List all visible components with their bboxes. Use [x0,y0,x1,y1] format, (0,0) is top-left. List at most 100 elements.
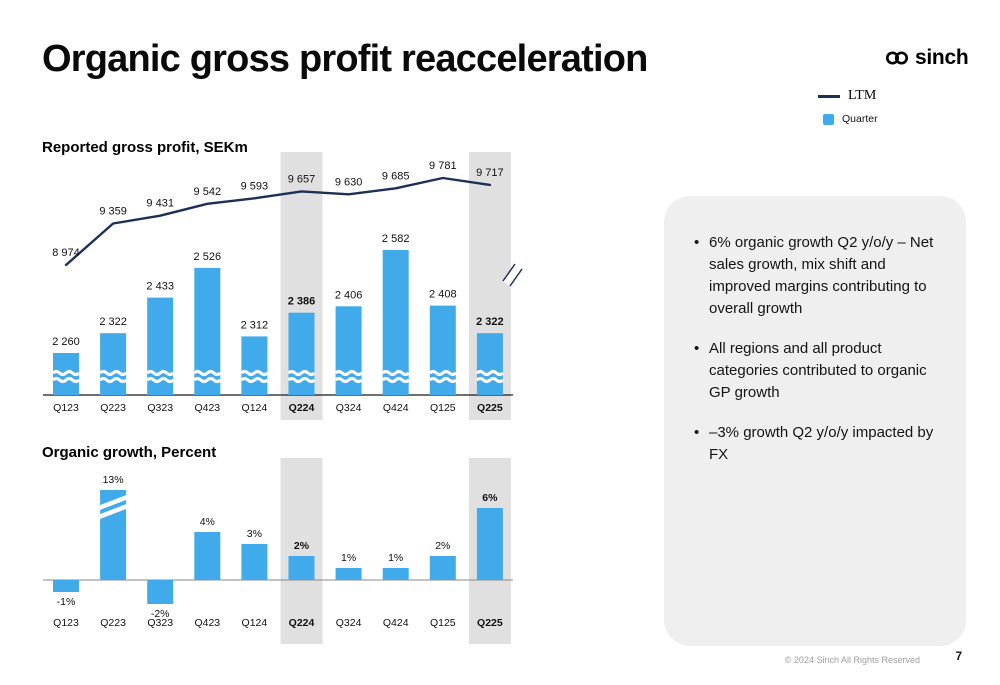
bar-break-slash [95,502,131,521]
gp-value-label-Q424: 2 582 [382,233,410,245]
bar-axis-break [193,377,222,383]
bar-break-slash [95,493,131,512]
growth-category-Q324: Q324 [336,617,362,629]
growth-bar-Q423 [194,532,221,580]
gp-value-label-Q225: 2 322 [476,316,504,328]
bar-axis-break [428,370,457,376]
gp-value-label-Q324: 2 406 [335,289,363,301]
axis-break-mark [502,263,523,287]
growth-value-label-Q225: 6% [482,492,498,504]
gp-value-label-Q124: 2 312 [241,319,269,331]
ltm-value-label-Q225: 9 717 [476,167,504,179]
growth-bar-Q124 [241,544,268,580]
ltm-value-label-Q223: 9 359 [99,206,127,218]
ltm-value-label-Q323: 9 431 [146,198,174,210]
bar-axis-break [287,377,316,383]
bar-axis-break [475,370,504,376]
gross-profit-chart-title: Reported gross profit, SEKm [42,139,248,156]
bar-axis-break [334,377,363,383]
ltm-value-label-Q324: 9 630 [335,176,363,188]
ltm-value-label-Q124: 9 593 [241,180,269,192]
bar-axis-break [146,370,175,376]
page-number: 7 [955,651,962,663]
highlights-card: 6% organic growth Q2 y/o/y – Net sales g… [664,196,966,646]
growth-value-label-Q323: -2% [151,608,170,620]
gp-value-label-Q123: 2 260 [52,336,80,348]
gp-category-Q123: Q123 [53,402,79,414]
gp-value-label-Q323: 2 433 [146,281,174,293]
growth-bar-Q323 [147,580,174,604]
gp-value-label-Q223: 2 322 [99,316,127,328]
gp-bar-Q124 [241,336,268,395]
growth-bar-Q424 [382,568,409,580]
gp-value-label-Q423: 2 526 [194,251,222,263]
gp-category-Q125: Q125 [430,402,456,414]
growth-value-label-Q423: 4% [200,516,215,528]
growth-value-label-Q224: 2% [294,540,310,552]
legend-quarter-label: Quarter [842,113,878,125]
bullet-list: 6% organic growth Q2 y/o/y – Net sales g… [694,232,936,466]
gp-category-Q424: Q424 [383,402,409,414]
organic-growth-chart: -1% 13% -2% 4% 3% 2% 1% 1% 2% 6% Q123 Q223 Q323 Q423 Q… [38,458,518,644]
bar-axis-break [193,370,222,376]
ltm-value-label-Q423: 9 542 [194,186,222,198]
bar-axis-break [381,377,410,383]
growth-bar-Q123 [53,580,79,592]
legend-ltm: LTM [818,88,878,104]
gp-bar-Q223 [100,333,127,395]
ltm-value-label-Q125: 9 781 [429,160,457,172]
page-title: Organic gross profit reacceleration [42,38,648,80]
growth-bar-Q125 [429,556,456,580]
gp-category-Q423: Q423 [194,402,220,414]
growth-bar-Q324 [335,568,362,580]
growth-category-Q124: Q124 [242,617,268,629]
gross-profit-chart: 2 260 2 322 2 433 2 526 2 312 2 386 2 406 2 582… [38,152,523,420]
gp-bar-Q225 [476,333,503,395]
bar-axis-break [240,370,269,376]
sinch-logo-icon [885,51,909,65]
bar-axis-break [51,370,81,376]
bar-axis-break [99,370,128,376]
gp-category-Q223: Q223 [100,402,126,414]
growth-value-label-Q125: 2% [435,540,450,552]
bar-axis-break [334,370,363,376]
sinch-logo: sinch [884,46,969,70]
growth-value-label-Q124: 3% [247,528,262,540]
gp-value-label-Q224: 2 386 [288,296,316,308]
bullet-item: All regions and all product categories c… [694,338,936,404]
growth-category-Q125: Q125 [430,617,456,629]
growth-category-Q423: Q423 [194,617,220,629]
bullet-item: 6% organic growth Q2 y/o/y – Net sales g… [694,232,936,320]
growth-value-label-Q324: 1% [341,552,356,564]
gp-value-label-Q125: 2 408 [429,289,457,301]
growth-value-label-Q123: -1% [57,596,76,608]
bar-axis-break [99,377,128,383]
legend-quarter: Quarter [818,113,878,125]
highlight-band [280,458,323,644]
bar-axis-break [287,370,316,376]
ltm-value-label-Q123: 8 974 [52,247,80,259]
ltm-value-label-Q224: 9 657 [288,173,316,185]
growth-bar-Q224 [288,556,315,580]
growth-category-Q123: Q123 [53,617,79,629]
growth-value-label-Q424: 1% [388,552,403,564]
gp-category-Q323: Q323 [147,402,173,414]
sinch-logo-text: sinch [915,46,969,69]
bar-axis-break [240,377,269,383]
bar-axis-break [381,370,410,376]
ltm-value-label-Q424: 9 685 [382,170,410,182]
ltm-line-swatch [818,94,840,98]
growth-category-Q225: Q225 [477,617,503,629]
gp-category-Q224: Q224 [289,402,315,414]
ltm-line [64,176,492,267]
growth-category-Q224: Q224 [289,617,315,629]
bar-axis-break [146,377,175,383]
gp-category-Q124: Q124 [242,402,268,414]
chart-legend: LTM Quarter [818,88,878,134]
quarter-swatch [823,113,834,125]
legend-ltm-label: LTM [848,88,877,103]
gp-category-Q225: Q225 [477,402,503,414]
copyright: © 2024 Sinch All Rights Reserved [784,655,920,665]
growth-category-Q424: Q424 [383,617,409,629]
